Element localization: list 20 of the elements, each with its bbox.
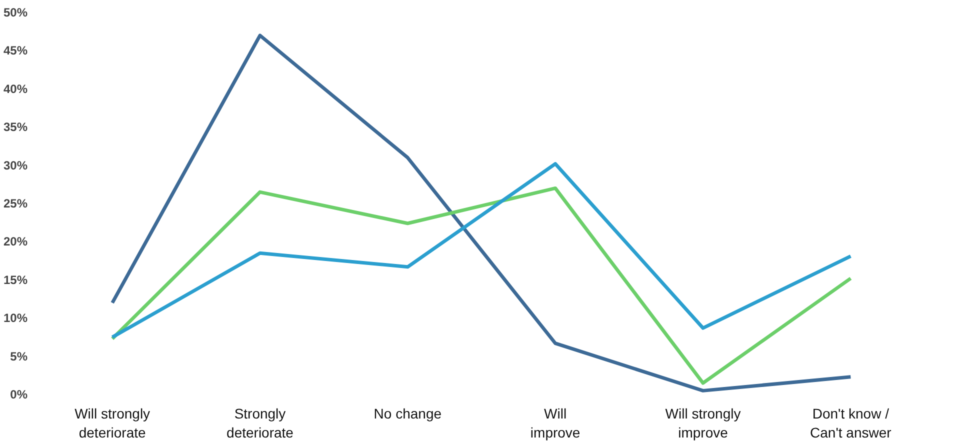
- y-tick-label: 20%: [3, 234, 28, 249]
- y-tick-label: 30%: [3, 158, 28, 172]
- y-tick-label: 10%: [3, 311, 28, 326]
- y-tick-label: 45%: [3, 44, 28, 58]
- x-tick-label: Strongly deteriorate: [226, 406, 294, 441]
- y-tick-label: 25%: [3, 196, 28, 210]
- x-tick-label: Don't know / Can't answer: [810, 406, 892, 441]
- y-tick-label: 0%: [10, 388, 28, 402]
- line-series: [110, 186, 852, 385]
- y-tick-label: 50%: [3, 6, 28, 20]
- y-tick-label: 5%: [10, 349, 28, 364]
- x-tick-label: Will strongly improve: [665, 406, 741, 441]
- line-series: [110, 34, 852, 392]
- x-tick-label: Will strongly deteriorate: [74, 406, 150, 441]
- line-series: [110, 162, 852, 339]
- x-tick-label: Will improve: [530, 406, 580, 441]
- y-tick-label: 15%: [3, 272, 28, 287]
- x-tick-label: No change: [374, 406, 442, 422]
- y-tick-label: 35%: [3, 120, 28, 134]
- y-tick-label: 40%: [3, 82, 28, 96]
